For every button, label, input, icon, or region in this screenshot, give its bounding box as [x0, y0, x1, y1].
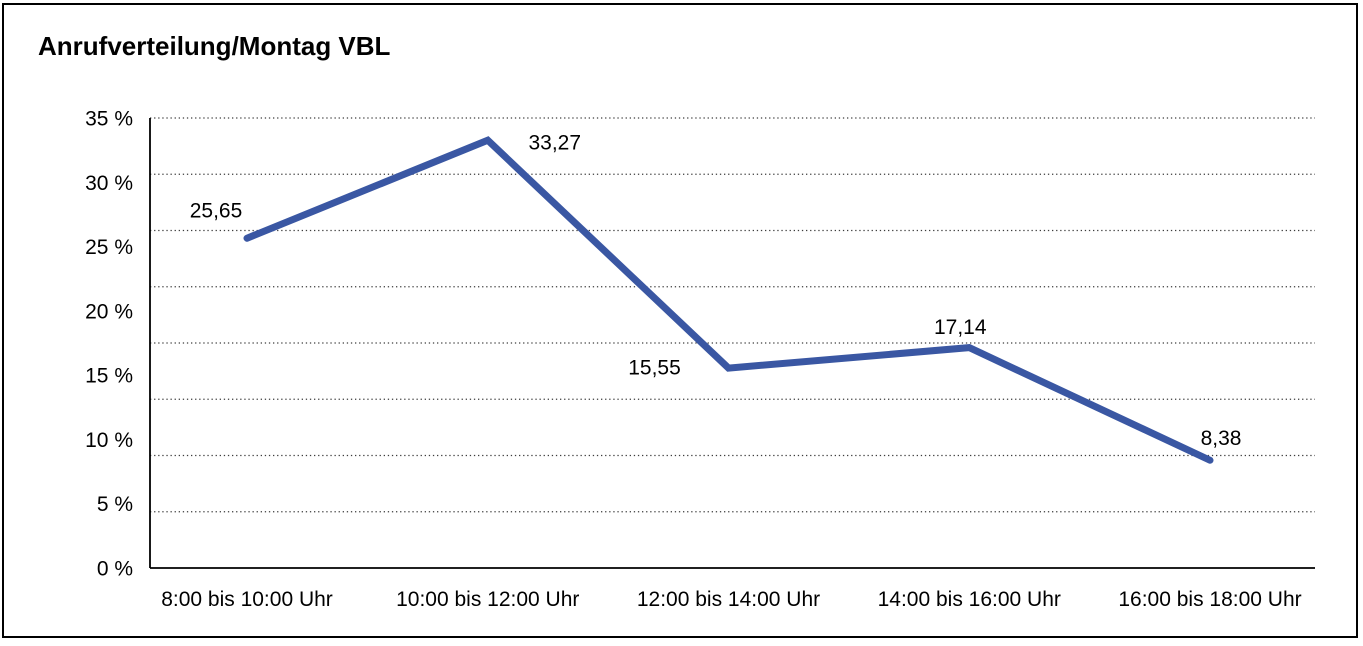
- y-axis-tick-label: 20 %: [85, 300, 133, 323]
- y-axis-tick-label: 10 %: [85, 429, 133, 452]
- data-point-label: 15,55: [628, 357, 681, 380]
- x-axis-category-label: 10:00 bis 12:00 Uhr: [396, 588, 579, 611]
- chart-title: Anrufverteilung/Montag VBL: [38, 31, 391, 61]
- x-axis-category-label: 8:00 bis 10:00 Uhr: [161, 588, 333, 611]
- y-axis-tick-label: 5 %: [97, 493, 133, 516]
- y-axis-tick-label: 25 %: [85, 236, 133, 259]
- y-axis-tick-label: 0 %: [97, 558, 133, 581]
- y-axis-tick-label: 15 %: [85, 365, 133, 388]
- data-point-label: 33,27: [528, 132, 581, 155]
- data-series-line: [243, 136, 1214, 464]
- data-point-label: 8,38: [1201, 427, 1242, 450]
- x-axis-category-label: 16:00 bis 18:00 Uhr: [1118, 588, 1301, 611]
- x-axis-category-label: 12:00 bis 14:00 Uhr: [637, 588, 820, 611]
- x-axis-category-label: 14:00 bis 16:00 Uhr: [878, 588, 1061, 611]
- data-point-label: 17,14: [934, 316, 987, 339]
- data-point-label: 25,65: [190, 200, 243, 223]
- y-axis-tick-label: 30 %: [85, 172, 133, 195]
- y-axis-tick-label: 35 %: [85, 108, 133, 131]
